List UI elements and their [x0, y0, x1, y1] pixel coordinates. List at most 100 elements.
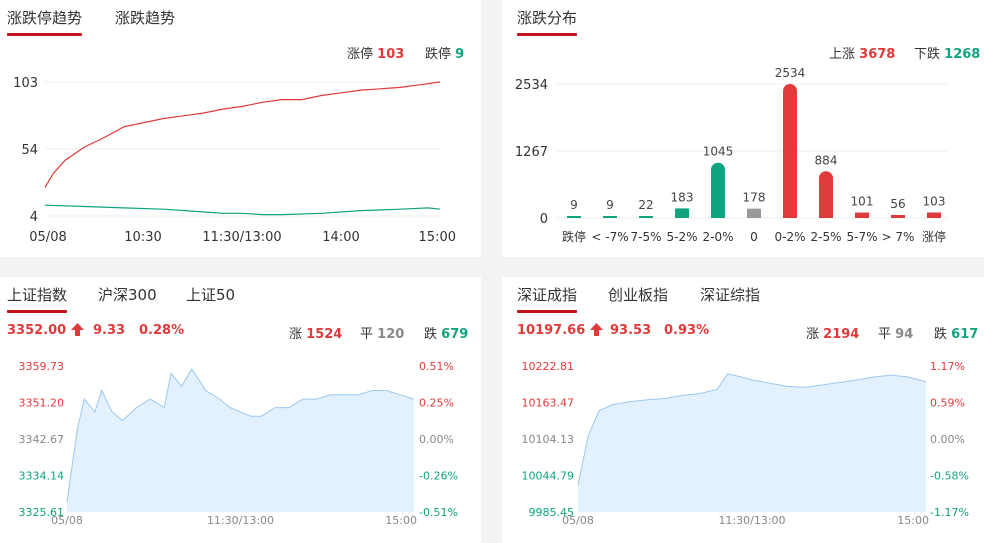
- tab-chinext[interactable]: 创业板指: [608, 286, 669, 304]
- tab-distribution[interactable]: 涨跌分布: [517, 9, 578, 36]
- bar: [783, 84, 797, 218]
- category-label: 跌停: [562, 229, 586, 244]
- bar-value-label: 178: [743, 191, 766, 205]
- limit-down-count: 9: [455, 47, 465, 62]
- bar-base: [639, 216, 653, 218]
- bar-value-label: 103: [923, 195, 946, 209]
- limit-up-stat: 涨停 103: [347, 43, 404, 62]
- y-tick-label: 1267: [515, 145, 548, 160]
- down-count: 1268: [944, 47, 981, 62]
- sh-up-count: 1524: [306, 327, 343, 342]
- y-tick-label: 3359.73: [19, 360, 65, 373]
- y-tick-label: 10104.13: [522, 433, 575, 446]
- bar-base: [819, 211, 833, 218]
- y2-tick-label: -0.51%: [419, 506, 458, 519]
- sh-quote: 3352.00: [7, 323, 84, 338]
- category-label: 7-5%: [630, 230, 661, 244]
- category-label: 0: [750, 230, 758, 244]
- tab-sz-component[interactable]: 深证成指: [517, 286, 578, 313]
- limit-trend-chart: 103 54 4 05/08 10:30 11:30/13:00 14:00 15:00: [13, 76, 456, 245]
- index-line: [66, 368, 415, 502]
- sz-flat-label: 平: [878, 327, 892, 342]
- sz-down-label: 跌: [934, 327, 948, 342]
- tab-sh-composite[interactable]: 上证指数: [7, 286, 68, 313]
- category-label: 涨停: [922, 229, 946, 244]
- tab-updown-trend[interactable]: 涨跌趋势: [115, 9, 176, 27]
- sh-pct: 0.28%: [139, 323, 185, 338]
- tab-limit-trend[interactable]: 涨跌停趋势: [7, 9, 83, 36]
- up-label: 上涨: [829, 47, 856, 62]
- bar-base: [855, 212, 869, 218]
- sh-up-stat: 涨 1524: [289, 323, 342, 342]
- sz-index-chart: 10222.81 1.17% 10163.47 0.59% 10104.13 0.00% 1…: [522, 360, 969, 527]
- category-label: 5-7%: [846, 230, 877, 244]
- limit-up-count: 103: [377, 47, 405, 62]
- tab-csi300[interactable]: 沪深300: [98, 286, 157, 304]
- sz-flat-count: 94: [895, 327, 914, 342]
- distribution-panel: 涨跌分布 上涨 3678 下跌 1268 2534 1267 0 9 跌停 9 < -7% 2…: [502, 0, 984, 257]
- y2-tick-label: 1.17%: [930, 360, 965, 373]
- index-area: [67, 369, 414, 512]
- category-label: 2-0%: [702, 230, 733, 244]
- y2-tick-label: -0.58%: [930, 470, 969, 483]
- y-tick-label: 3351.20: [19, 397, 65, 410]
- x-tick-label: 11:30/13:00: [207, 514, 274, 527]
- x-tick-label: 05/08: [51, 514, 83, 527]
- y-tick-label: 3342.67: [19, 433, 65, 446]
- sh-price: 3352.00: [7, 323, 67, 338]
- limit-up-line: [44, 81, 441, 188]
- sz-pct: 0.93%: [664, 323, 710, 338]
- sh-down-label: 跌: [424, 327, 438, 342]
- y2-tick-label: -0.26%: [419, 470, 458, 483]
- y-tick-label: 103: [13, 76, 38, 91]
- y-tick-label: 10044.79: [522, 470, 575, 483]
- sh-down-count: 679: [441, 327, 469, 342]
- bar-value-label: 2534: [775, 66, 806, 80]
- y2-tick-label: 0.25%: [419, 397, 454, 410]
- bar-base: [927, 212, 941, 218]
- x-tick-label: 05/08: [562, 514, 594, 527]
- category-label: < -7%: [591, 230, 628, 244]
- tab-sz-composite[interactable]: 深证综指: [700, 286, 761, 304]
- y2-tick-label: 0.59%: [930, 397, 965, 410]
- category-label: 2-5%: [810, 230, 841, 244]
- sh-up-label: 涨: [289, 327, 303, 342]
- sz-quote: 10197.66: [517, 323, 603, 338]
- limit-down-stat: 跌停 9: [425, 43, 464, 62]
- sz-change: 93.53: [610, 323, 652, 338]
- bar-value-label: 1045: [703, 145, 734, 159]
- y-tick-label: 54: [21, 143, 38, 158]
- x-tick-label: 15:00: [897, 514, 929, 527]
- y2-tick-label: 0.00%: [419, 433, 454, 446]
- category-label: 0-2%: [774, 230, 805, 244]
- limit-trend-panel: 涨跌停趋势 涨跌趋势 涨停 103 跌停 9 103 54 4 05/08 10:30 1…: [0, 0, 481, 257]
- bar-base: [675, 211, 689, 218]
- x-tick-label: 05/08: [29, 230, 66, 245]
- down-stat: 下跌 1268: [914, 43, 980, 62]
- up-count: 3678: [859, 47, 896, 62]
- bar-base: [567, 216, 581, 218]
- sh-change: 9.33: [93, 323, 126, 338]
- y-tick-label: 3334.14: [19, 470, 65, 483]
- sh-flat-stat: 平 120: [360, 323, 404, 342]
- x-tick-label: 14:00: [322, 230, 359, 245]
- up-stat: 上涨 3678: [829, 43, 895, 62]
- limit-up-label: 涨停: [347, 47, 374, 62]
- sz-up-count: 2194: [823, 327, 860, 342]
- x-tick-label: 15:00: [385, 514, 417, 527]
- sz-index-panel: 深证成指 创业板指 深证综指 10197.66 93.53 0.93% 涨 21…: [502, 277, 984, 543]
- up-arrow-icon: [589, 323, 603, 336]
- bar: [711, 162, 725, 218]
- tab-sse50[interactable]: 上证50: [186, 286, 236, 304]
- index-line: [577, 373, 927, 485]
- limit-down-line: [44, 204, 441, 216]
- sz-up-label: 涨: [806, 327, 820, 342]
- bar-value-label: 101: [851, 195, 874, 209]
- sz-down-stat: 跌 617: [934, 323, 978, 342]
- up-arrow-icon: [70, 323, 84, 336]
- sz-down-count: 617: [951, 327, 979, 342]
- x-tick-label: 11:30/13:00: [718, 514, 785, 527]
- bar-value-label: 183: [671, 190, 694, 204]
- sz-price: 10197.66: [517, 323, 586, 338]
- sz-up-stat: 涨 2194: [806, 323, 859, 342]
